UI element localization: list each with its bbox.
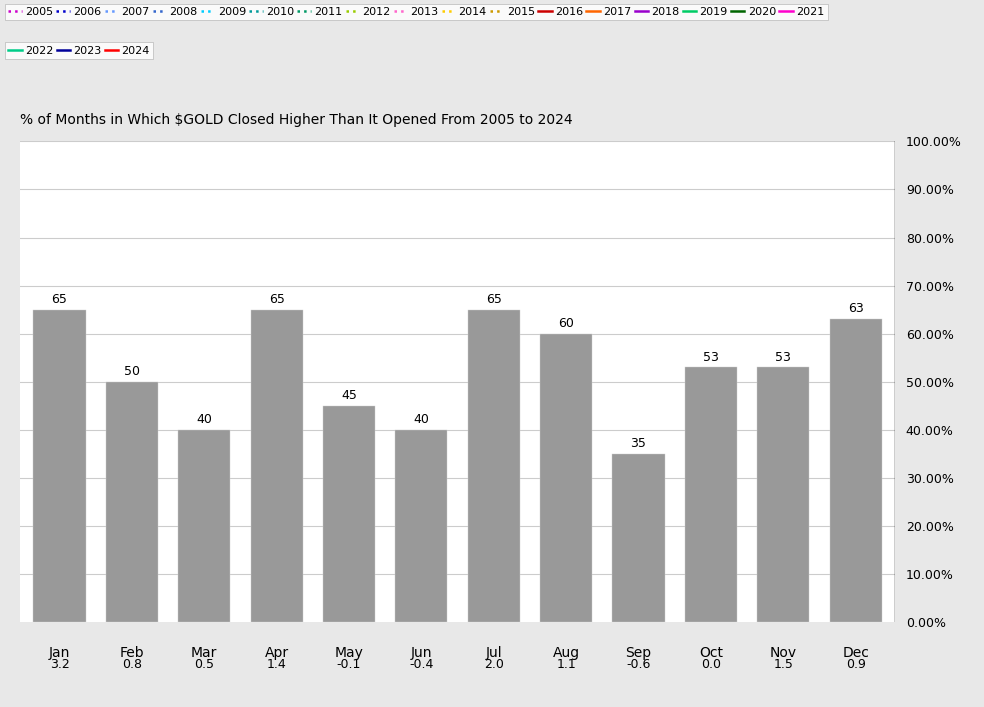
Text: 53: 53 [703,351,719,363]
Bar [106,382,157,622]
Text: % of Months in Which $GOLD Closed Higher Than It Opened From 2005 to 2024: % of Months in Which $GOLD Closed Higher… [20,113,573,127]
Bar [830,320,882,622]
Text: 0.0: 0.0 [701,658,721,671]
Bar [467,310,520,622]
Text: 3.2: 3.2 [49,658,69,671]
Legend: 2005, 2006, 2007, 2008, 2009, 2010, 2011, 2012, 2013, 2014, 2015, 2016, 2017, 20: 2005, 2006, 2007, 2008, 2009, 2010, 2011… [5,4,828,21]
Bar [33,310,86,622]
Legend: 2022, 2023, 2024: 2022, 2023, 2024 [5,42,154,59]
Bar [323,406,375,622]
Text: 53: 53 [775,351,791,363]
Text: 65: 65 [51,293,68,306]
Text: 0.9: 0.9 [845,658,866,671]
Text: -0.1: -0.1 [337,658,361,671]
Text: 2.0: 2.0 [484,658,504,671]
Text: -0.4: -0.4 [409,658,434,671]
Text: 40: 40 [196,413,213,426]
Text: 40: 40 [413,413,429,426]
Text: 65: 65 [269,293,284,306]
Bar [178,430,230,622]
Text: 65: 65 [486,293,502,306]
Bar [540,334,592,622]
Bar [685,368,737,622]
Text: 1.4: 1.4 [267,658,286,671]
Text: 1.1: 1.1 [556,658,576,671]
Text: 0.8: 0.8 [122,658,142,671]
Bar [251,310,303,622]
Text: 50: 50 [124,365,140,378]
Text: 63: 63 [848,303,864,315]
Bar [396,430,448,622]
Bar [612,454,664,622]
Bar [758,368,809,622]
Text: 60: 60 [558,317,574,330]
Text: -0.6: -0.6 [626,658,650,671]
Text: 45: 45 [341,389,357,402]
Text: 1.5: 1.5 [773,658,793,671]
Text: 35: 35 [631,437,646,450]
Text: 0.5: 0.5 [194,658,215,671]
